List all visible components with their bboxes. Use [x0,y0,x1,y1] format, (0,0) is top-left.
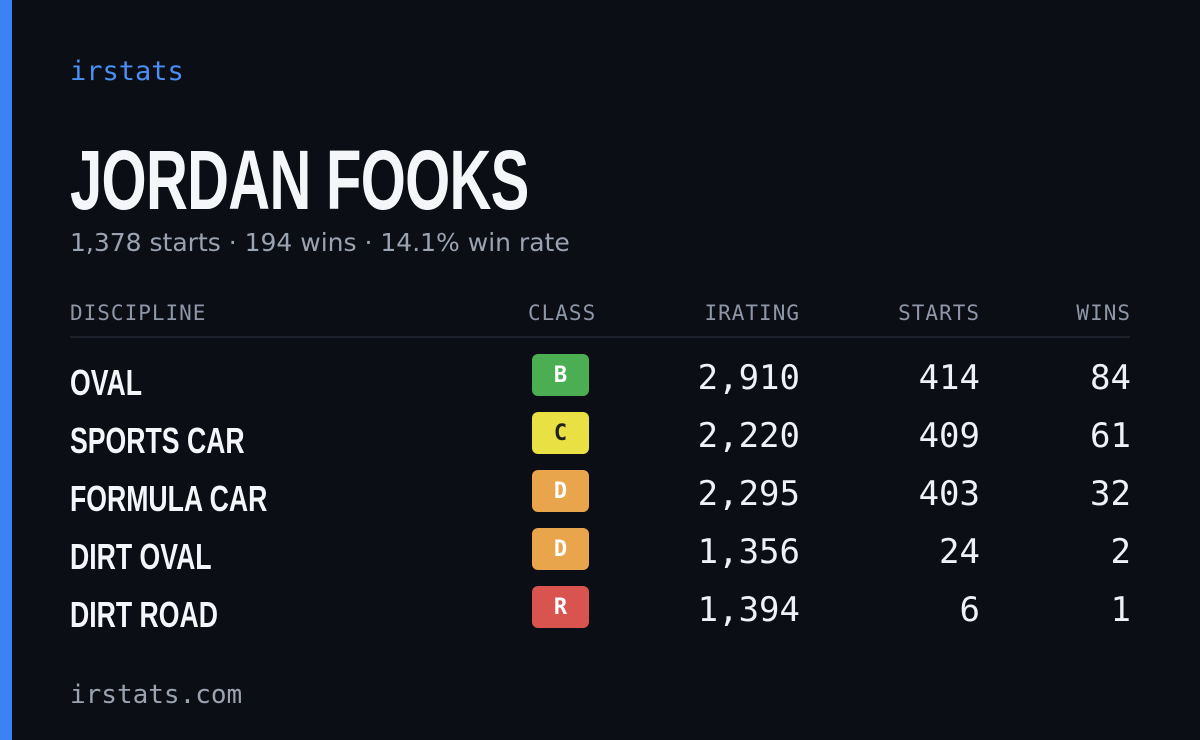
column-header: CLASS [528,301,597,325]
stat-value: 1,356 [697,532,800,572]
stat-value: 2 [1110,532,1131,572]
player-name: JORDAN FOOKS [70,133,529,227]
stat-value: 1,394 [697,590,800,630]
stat-value: 6 [959,590,980,630]
stat-value: 2,910 [697,358,800,398]
class-badge: C [532,412,589,454]
discipline: OVAL [70,362,143,403]
discipline: DIRT OVAL [70,536,212,577]
class-badge: D [532,528,589,570]
discipline: DIRT ROAD [70,594,218,635]
stat-value: 409 [918,416,980,456]
column-header: IRATING [704,301,800,325]
footer-url: irstats.com [70,680,243,710]
class-badge: B [532,354,589,396]
header-rule [70,336,1130,338]
stat-value: 403 [918,474,980,514]
stat-value: 1 [1110,590,1131,630]
summary: 1,378 starts · 194 wins · 14.1% win rate [70,228,570,257]
stat-value: 414 [918,358,980,398]
stat-value: 61 [1090,416,1131,456]
accent-bar [0,0,12,740]
stat-value: 24 [939,532,980,572]
brand: irstats [70,56,184,87]
discipline: SPORTS CAR [70,420,245,461]
column-header: WINS [1076,301,1131,325]
class-badge: R [532,586,589,628]
column-header: DISCIPLINE [70,301,207,325]
stat-value: 2,220 [697,416,800,456]
stat-value: 32 [1090,474,1131,514]
stat-value: 84 [1090,358,1131,398]
column-header: STARTS [898,301,980,325]
discipline: FORMULA CAR [70,478,268,519]
class-badge: D [532,470,589,512]
stat-value: 2,295 [697,474,800,514]
